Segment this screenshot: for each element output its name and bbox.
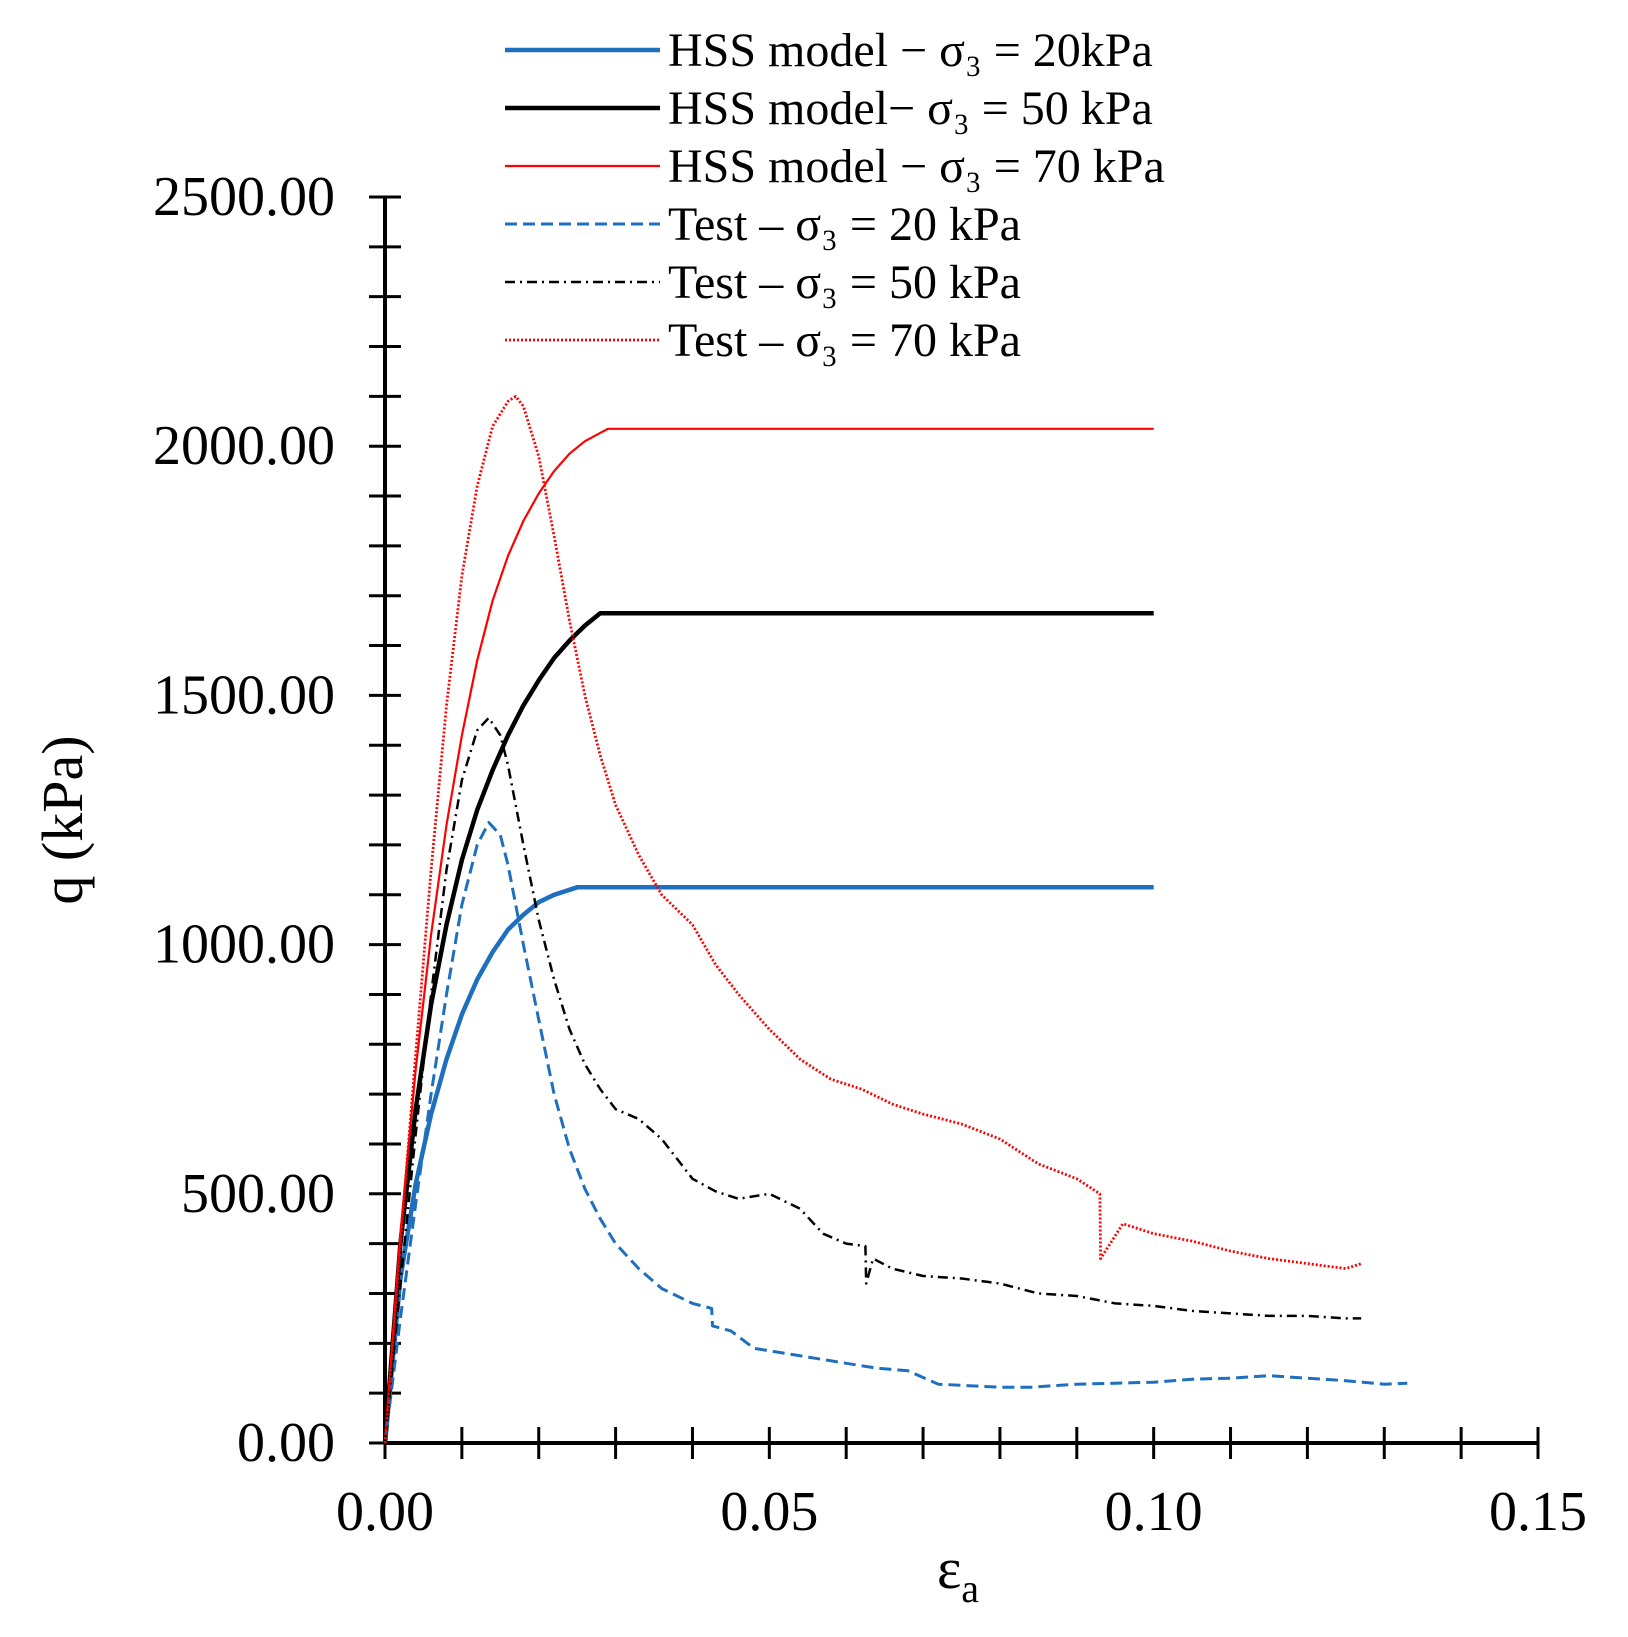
series-line-1 bbox=[382, 885, 1154, 1444]
legend-label-1: HSS model − σ₃ = 20kPa bbox=[668, 24, 1153, 77]
series-line-4 bbox=[383, 821, 1408, 1444]
x-axis-title: εa bbox=[937, 1536, 979, 1611]
y-tick-label: 1000.00 bbox=[153, 914, 335, 976]
x-tick-label: 0.15 bbox=[1489, 1481, 1587, 1543]
y-tick-label: 2500.00 bbox=[153, 166, 335, 228]
y-tick-label: 1500.00 bbox=[153, 664, 335, 726]
legend-label-6: Test – σ₃ = 70 kPa bbox=[668, 314, 1021, 367]
y-tick-label: 2000.00 bbox=[153, 415, 335, 477]
legend-label-2: HSS model− σ₃ = 50 kPa bbox=[668, 82, 1153, 135]
axes: 0.00 500.00 1000.00 1500.00 2000.00 2500.00 0.… bbox=[30, 166, 1587, 1611]
series-line-3 bbox=[383, 427, 1154, 1444]
series-line-2 bbox=[382, 610, 1154, 1444]
legend-label-3: HSS model − σ₃ = 70 kPa bbox=[668, 140, 1165, 193]
x-tick-label: 0.05 bbox=[720, 1481, 818, 1543]
x-tick-label: 0.00 bbox=[336, 1481, 434, 1543]
legend-label-4: Test – σ₃ = 20 kPa bbox=[668, 198, 1021, 251]
legend-label-5: Test – σ₃ = 50 kPa bbox=[668, 256, 1021, 309]
y-tick-label: 0.00 bbox=[237, 1412, 335, 1474]
series-line-6 bbox=[383, 395, 1362, 1444]
series-line-5 bbox=[383, 716, 1362, 1444]
y-tick-label: 500.00 bbox=[181, 1163, 335, 1225]
series-layer bbox=[382, 395, 1408, 1444]
x-tick-label: 0.10 bbox=[1105, 1481, 1203, 1543]
y-axis-title: q (kPa) bbox=[30, 735, 95, 904]
